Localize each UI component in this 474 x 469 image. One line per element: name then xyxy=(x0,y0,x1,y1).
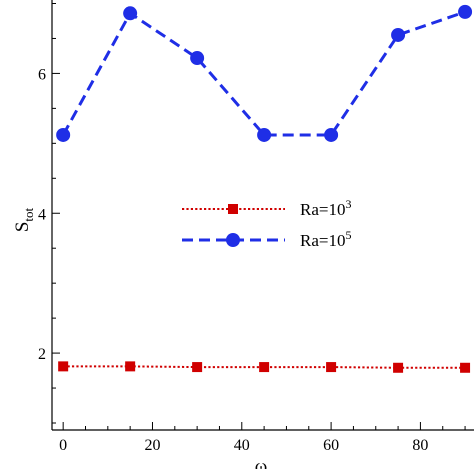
data-point-series-1 xyxy=(125,361,136,372)
x-tick-label: 80 xyxy=(412,437,428,454)
legend-label: Ra=103 xyxy=(300,197,351,219)
data-point-series-1 xyxy=(259,362,270,373)
data-point-series-2 xyxy=(391,27,406,42)
y-axis-label: Stot xyxy=(12,207,36,232)
legend-marker xyxy=(228,204,238,214)
y-axis-label-sub: tot xyxy=(21,207,36,221)
y-tick-label: 4 xyxy=(38,206,46,223)
data-point-series-2 xyxy=(190,51,205,66)
data-point-series-1 xyxy=(58,361,69,372)
data-point-series-2 xyxy=(324,127,339,142)
data-point-series-2 xyxy=(458,4,473,19)
x-tick-label: 60 xyxy=(323,437,339,454)
data-point-series-1 xyxy=(192,362,203,373)
data-point-series-1 xyxy=(393,362,404,373)
data-point-series-2 xyxy=(56,127,71,142)
tick-labels: 0 20 40 60 80 2 4 6 xyxy=(38,66,428,454)
axes xyxy=(51,0,474,431)
legend-label: Ra=105 xyxy=(300,228,351,250)
data-point-series-1 xyxy=(326,362,337,373)
data-point-series-1 xyxy=(460,362,471,373)
series-layer xyxy=(56,4,473,373)
data-point-series-2 xyxy=(123,6,138,21)
x-tick-label: 20 xyxy=(144,437,160,454)
series-line-2 xyxy=(61,10,466,137)
x-tick-label: 0 xyxy=(59,437,67,454)
y-tick-label: 6 xyxy=(38,66,46,83)
data-point-series-2 xyxy=(257,127,272,142)
x-axis-label: ω xyxy=(255,456,268,469)
legend-marker xyxy=(226,233,240,247)
y-tick-label: 2 xyxy=(38,346,46,363)
x-tick-label: 40 xyxy=(234,437,250,454)
y-axis-label-main: S xyxy=(12,222,33,233)
legend: Ra=103 Ra=105 xyxy=(182,197,351,250)
